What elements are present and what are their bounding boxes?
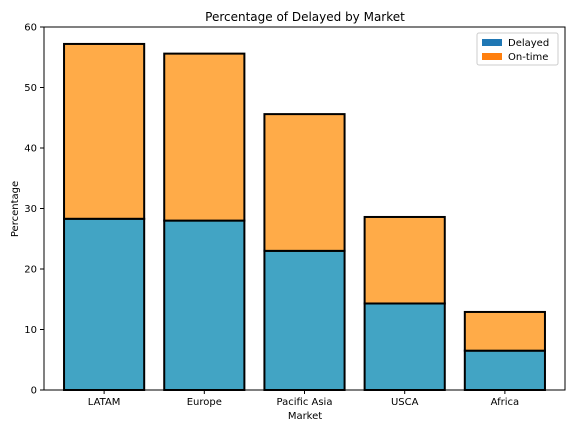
bar-delayed xyxy=(363,302,446,391)
bar-on-time xyxy=(63,42,146,220)
chart-title: Percentage of Delayed by Market xyxy=(205,10,405,24)
legend-swatch xyxy=(482,39,502,46)
y-tick-label: 40 xyxy=(24,144,37,155)
y-tick-label: 0 xyxy=(31,386,37,397)
legend-label: On-time xyxy=(508,52,548,63)
y-tick-label: 30 xyxy=(24,204,37,215)
legend: Delayed On-time xyxy=(476,32,559,66)
bar-on-time xyxy=(363,215,446,305)
x-tick-label: USCA xyxy=(391,397,419,408)
y-axis-label: Percentage xyxy=(10,181,21,237)
x-axis-label: Market xyxy=(288,411,322,422)
legend-label: Delayed xyxy=(508,38,549,49)
bar-delayed xyxy=(463,349,546,391)
y-tick-label: 10 xyxy=(24,325,37,336)
x-tick-label: Pacific Asia xyxy=(277,397,333,408)
y-tick-label: 50 xyxy=(24,83,37,94)
bar-on-time xyxy=(463,310,546,352)
bar-on-time xyxy=(263,113,346,252)
x-tick-label: Africa xyxy=(491,397,520,408)
y-tick-label: 60 xyxy=(24,23,37,34)
bar-delayed xyxy=(163,219,246,391)
x-tick-label: LATAM xyxy=(88,397,121,408)
legend-swatch xyxy=(482,53,502,60)
y-tick-label: 20 xyxy=(24,265,37,276)
bar-delayed xyxy=(63,217,146,391)
x-tick-label: Europe xyxy=(187,397,222,408)
bar-on-time xyxy=(163,52,246,222)
plot-area xyxy=(63,42,546,391)
bar-delayed xyxy=(263,249,346,391)
